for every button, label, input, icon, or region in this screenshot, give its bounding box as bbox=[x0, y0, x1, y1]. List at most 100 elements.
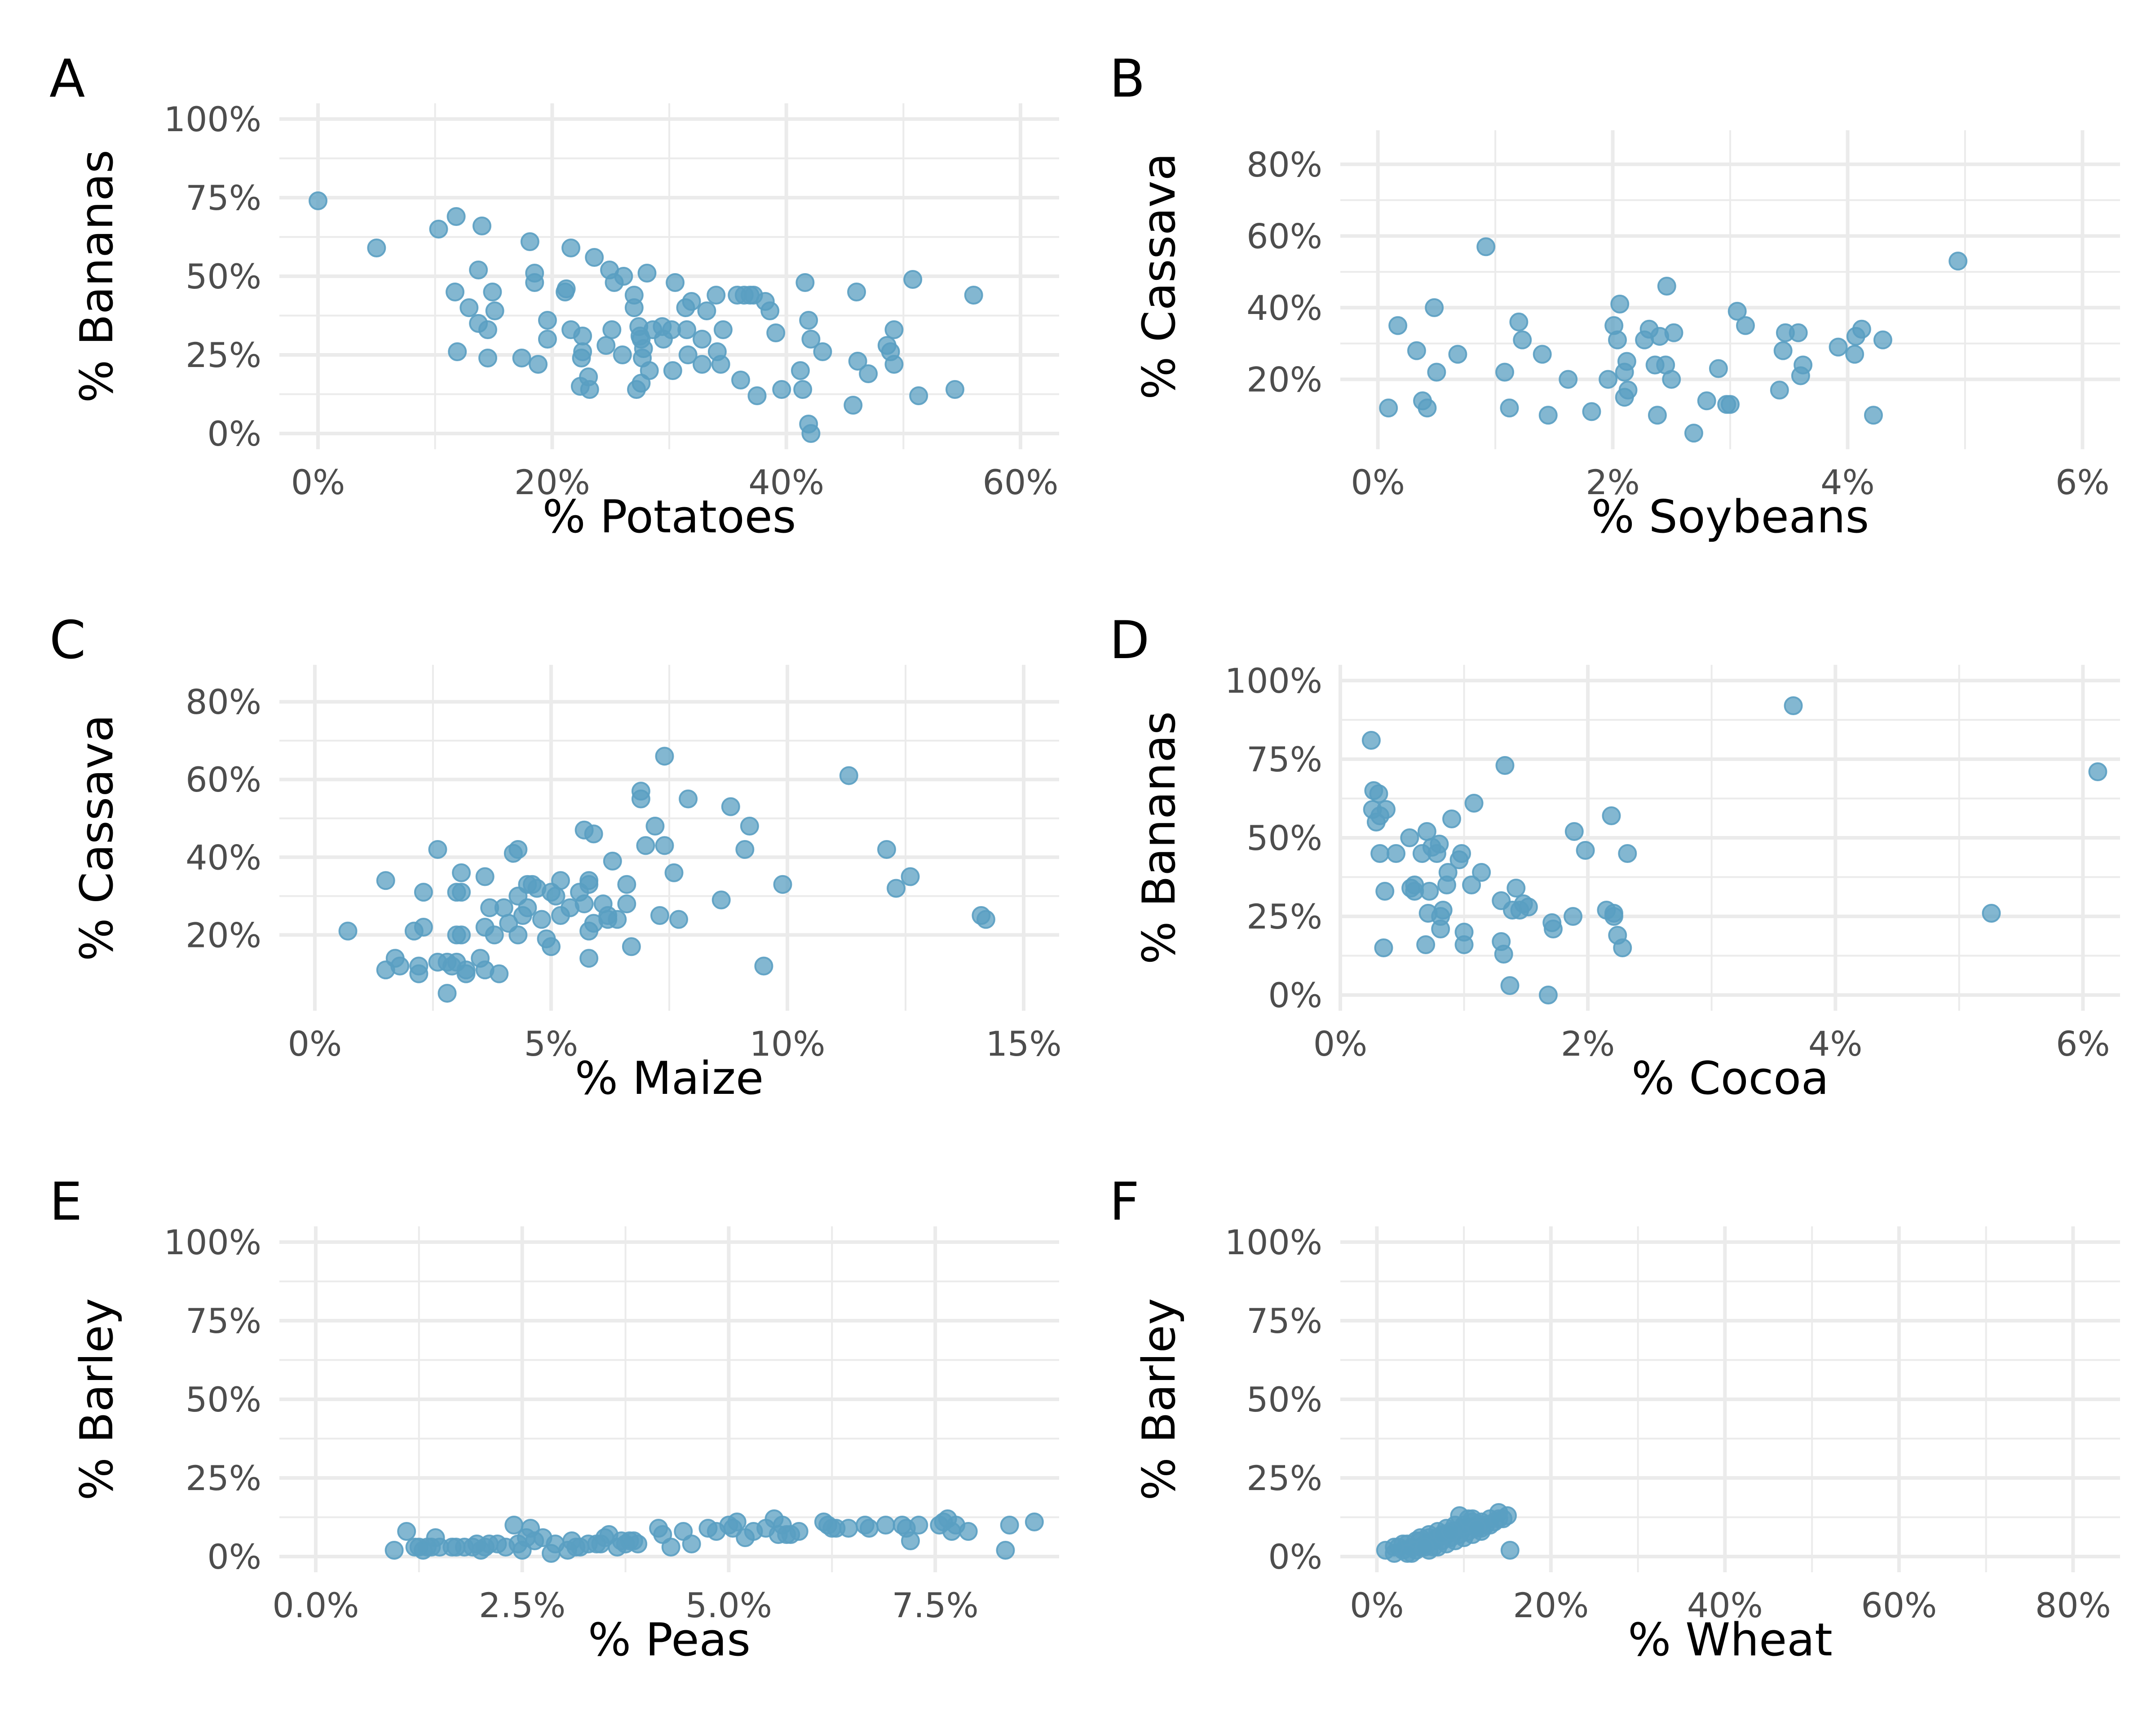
data-point bbox=[1599, 370, 1618, 389]
y-tick-label: 100% bbox=[1225, 1222, 1322, 1262]
data-point bbox=[429, 220, 448, 239]
data-point bbox=[1361, 731, 1381, 750]
data-point bbox=[584, 824, 603, 844]
data-point bbox=[1416, 935, 1436, 954]
x-tick-label: 0% bbox=[1351, 462, 1405, 502]
data-point bbox=[1476, 237, 1496, 257]
panel-c: 0% 5% 10% 15% 20% 40% 60% 80% % Maize % Cassava C bbox=[49, 610, 1062, 1105]
data-point bbox=[446, 207, 466, 226]
data-point bbox=[1709, 359, 1728, 378]
data-point bbox=[478, 349, 497, 367]
x-tick-label: 40% bbox=[1687, 1585, 1763, 1625]
data-point bbox=[697, 301, 716, 320]
data-point bbox=[678, 345, 698, 364]
x-tick-label: 5% bbox=[524, 1024, 579, 1064]
data-point bbox=[512, 349, 531, 367]
data-point bbox=[624, 298, 644, 317]
data-point bbox=[1618, 380, 1638, 400]
data-point bbox=[711, 355, 730, 374]
data-point bbox=[1533, 345, 1552, 364]
data-point bbox=[1852, 319, 1871, 339]
data-point bbox=[964, 286, 983, 305]
data-point bbox=[707, 286, 726, 305]
data-point bbox=[448, 342, 467, 361]
data-point bbox=[608, 910, 627, 929]
x-tick-label: 6% bbox=[2056, 1024, 2110, 1064]
y-axis-title-barley: % Barley bbox=[70, 1298, 123, 1501]
x-tick-label: 4% bbox=[1808, 1024, 1863, 1064]
data-point bbox=[1538, 406, 1558, 425]
points-e bbox=[384, 1509, 1044, 1563]
data-point bbox=[1425, 298, 1444, 317]
data-point bbox=[579, 875, 599, 894]
y-axis-title-cassava: % Cassava bbox=[70, 714, 123, 961]
y-tick-label: 60% bbox=[1246, 216, 1322, 256]
y-axis-title-bananas: % Bananas bbox=[70, 150, 123, 403]
data-point bbox=[1664, 323, 1683, 342]
y-tick-label: 100% bbox=[164, 1222, 261, 1262]
data-point bbox=[1495, 756, 1515, 775]
data-point bbox=[627, 380, 646, 399]
data-point bbox=[884, 355, 904, 374]
data-point bbox=[428, 840, 447, 859]
data-point bbox=[1370, 844, 1390, 863]
data-point bbox=[903, 270, 923, 289]
data-point bbox=[1576, 841, 1595, 860]
data-point bbox=[773, 875, 792, 894]
data-point bbox=[1610, 294, 1630, 314]
x-axis-title-cocoa: % Cocoa bbox=[1631, 1052, 1829, 1105]
data-point bbox=[1369, 784, 1388, 803]
data-point bbox=[735, 840, 755, 859]
data-point bbox=[1509, 312, 1529, 332]
data-point bbox=[772, 380, 791, 399]
data-point bbox=[561, 239, 581, 257]
x-tick-label: 20% bbox=[514, 462, 590, 502]
data-point bbox=[570, 377, 590, 396]
data-point bbox=[711, 890, 731, 910]
data-point bbox=[1452, 844, 1471, 863]
data-point bbox=[390, 956, 410, 976]
data-point bbox=[1464, 794, 1484, 813]
data-point bbox=[490, 964, 509, 983]
data-point bbox=[1431, 920, 1450, 938]
y-tick-label: 50% bbox=[1246, 818, 1322, 858]
y-tick-label: 40% bbox=[1246, 288, 1322, 328]
data-point bbox=[664, 863, 684, 882]
x-axis-title-soybeans: % Soybeans bbox=[1591, 490, 1869, 543]
data-point bbox=[573, 327, 592, 345]
data-point bbox=[1982, 904, 2001, 923]
data-point bbox=[1376, 800, 1396, 819]
data-point bbox=[309, 191, 328, 210]
data-point bbox=[1448, 345, 1467, 364]
points-a bbox=[309, 191, 983, 443]
y-tick-label: 0% bbox=[1268, 1537, 1322, 1577]
data-point bbox=[1400, 828, 1419, 847]
data-point bbox=[1873, 330, 1892, 349]
data-point bbox=[663, 361, 682, 380]
data-point bbox=[766, 323, 786, 342]
data-point bbox=[884, 320, 904, 339]
data-point bbox=[655, 747, 674, 766]
y-tick-label: 25% bbox=[1246, 1458, 1322, 1498]
data-point bbox=[602, 320, 622, 339]
y-axis-title-cassava: % Cassava bbox=[1132, 153, 1185, 399]
data-point bbox=[909, 1516, 928, 1535]
data-point bbox=[541, 937, 561, 956]
data-point bbox=[760, 301, 780, 320]
data-point bbox=[596, 336, 616, 355]
y-axis-title-bananas: % Bananas bbox=[1132, 711, 1185, 964]
data-point bbox=[603, 851, 622, 871]
data-point bbox=[617, 894, 636, 914]
data-point bbox=[376, 871, 395, 890]
data-point bbox=[789, 1522, 808, 1541]
data-point bbox=[1613, 938, 1632, 957]
panel-tag-f: F bbox=[1109, 1172, 1140, 1232]
panel-a: 0% 20% 40% 60% 0% 25% 50% 75% 100% % Potatoes % Ba… bbox=[49, 49, 1059, 543]
data-point bbox=[397, 1522, 416, 1541]
data-point bbox=[494, 898, 513, 917]
data-point bbox=[1727, 301, 1747, 321]
data-point bbox=[414, 883, 433, 902]
data-point bbox=[585, 248, 604, 267]
y-tick-label: 75% bbox=[1246, 739, 1322, 779]
data-point bbox=[661, 1538, 680, 1557]
